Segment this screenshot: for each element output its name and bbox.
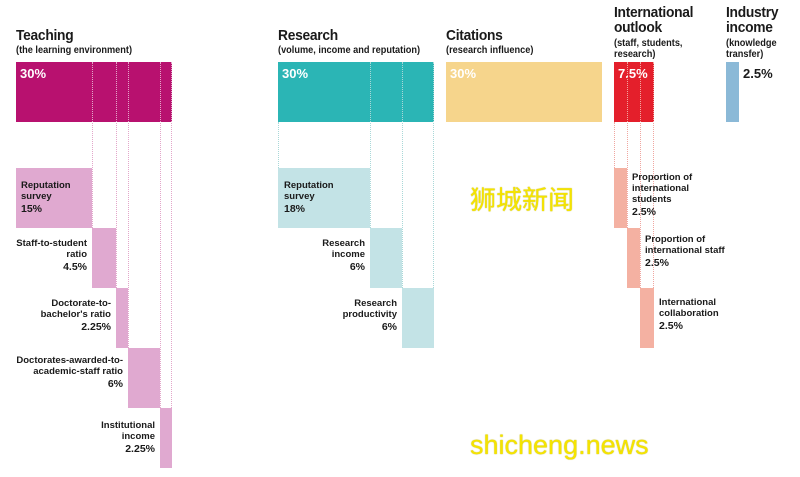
intl-students-bar <box>614 168 627 228</box>
research-reputation-bar <box>278 168 370 228</box>
teaching-weight: 30% <box>20 66 47 81</box>
research-weight: 30% <box>282 66 309 81</box>
teaching-doctorate-bar <box>116 288 128 348</box>
citations-title: Citations <box>446 27 503 44</box>
teaching-bar: 30% <box>16 62 172 122</box>
research-item-0: Reputation survey 18% <box>284 180 334 215</box>
industry-title: Industry income <box>726 4 779 36</box>
teaching-item-4: Institutional income 2.25% <box>101 420 155 455</box>
research-item-2: Research productivity 6% <box>342 298 397 333</box>
teaching-item-1: Staff-to-student ratio 4.5% <box>16 238 87 273</box>
teaching-item-2: Doctorate-to-bachelor's ratio 2.25% <box>40 298 111 333</box>
international-weight: 7.5% <box>618 66 648 81</box>
international-item-2: International collaboration 2.5% <box>659 297 719 332</box>
watermark-chinese: 狮城新闻 <box>470 185 575 215</box>
research-item-1: Research income 6% <box>322 238 365 273</box>
research-title: Research <box>278 27 338 44</box>
intl-collab-bar <box>640 288 654 348</box>
industry-bar <box>726 62 739 122</box>
international-title: International outlook <box>614 4 694 36</box>
teaching-income-bar <box>160 408 172 468</box>
international-bar: 7.5% <box>614 62 654 122</box>
teaching-subtitle: (the learning environment) <box>16 45 133 56</box>
citations-subtitle: (research influence) <box>446 45 534 56</box>
research-bar: 30% <box>278 62 434 122</box>
research-subtitle: (volume, income and reputation) <box>278 45 421 56</box>
international-item-0: Proportion of international students 2.5% <box>632 172 693 218</box>
teaching-doctorates-awarded-bar <box>128 348 160 408</box>
teaching-item-3: Doctorates-awarded-to-academic-staff rat… <box>16 355 123 390</box>
teaching-staff-bar <box>92 228 116 288</box>
industry-subtitle: (knowledge transfer) <box>726 38 777 60</box>
international-subtitle: (staff, students, research) <box>614 38 683 60</box>
citations-weight: 30% <box>450 66 477 81</box>
research-productivity-bar <box>402 288 434 348</box>
teaching-reputation-bar <box>16 168 92 228</box>
watermark-latin: shicheng.news <box>470 430 649 460</box>
teaching-title: Teaching <box>16 27 74 44</box>
teaching-item-0: Reputation survey 15% <box>21 180 71 215</box>
citations-bar: 30% <box>446 62 602 122</box>
international-item-1: Proportion of international staff 2.5% <box>645 234 725 269</box>
industry-weight: 2.5% <box>743 66 773 81</box>
intl-staff-bar <box>627 228 640 288</box>
research-income-bar <box>370 228 402 288</box>
